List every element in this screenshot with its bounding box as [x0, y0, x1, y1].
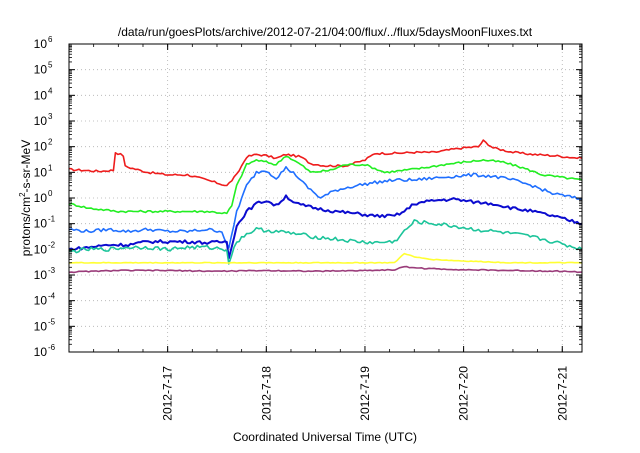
svg-text:protons/cm2-s-sr-MeV: protons/cm2-s-sr-MeV: [18, 140, 33, 256]
y-tick-label: 10: [34, 191, 48, 205]
y-tick-exponent: 2: [48, 138, 53, 147]
y-tick-label: 10: [34, 268, 48, 282]
y-tick-label: 10: [34, 114, 48, 128]
y-tick-exponent: 1: [48, 163, 53, 172]
y-tick-label: 10: [34, 165, 48, 179]
y-axis-label-rest: -s-sr-MeV: [19, 140, 33, 193]
series-line: [68, 219, 583, 265]
series-line: [68, 139, 583, 187]
y-tick-exponent: -4: [48, 292, 56, 301]
y-tick-label: 10: [34, 63, 48, 77]
y-tick-exponent: -3: [48, 266, 56, 275]
series-line: [68, 194, 583, 260]
y-tick-exponent: -2: [48, 240, 56, 249]
y-tick-exponent: 0: [48, 189, 53, 198]
y-tick-exponent: 5: [48, 61, 53, 70]
y-axis-label: protons/cm2-s-sr-MeV: [18, 140, 33, 256]
series-line: [68, 252, 583, 264]
x-tick-label: 2012-7-17: [161, 366, 175, 421]
x-tick-label: 2012-7-19: [358, 366, 372, 421]
series-line: [68, 155, 583, 215]
x-tick-label: 2012-7-18: [259, 366, 273, 421]
y-tick-label: 10: [34, 37, 48, 51]
y-tick-label: 10: [34, 217, 48, 231]
y-tick-exponent: -6: [48, 343, 56, 352]
ticks: 10 -610 -510 -410 -310 -210 -110 010 110 210 310 41…: [34, 35, 582, 421]
x-axis-label: Coordinated Universal Time (UTC): [233, 430, 417, 444]
y-tick-label: 10: [34, 242, 48, 256]
y-axis-label-base: protons/cm: [19, 197, 33, 256]
y-tick-exponent: 6: [48, 35, 53, 44]
series-line: [68, 166, 583, 249]
series-line: [68, 265, 583, 274]
y-tick-exponent: 3: [48, 112, 53, 121]
x-tick-label: 2012-7-21: [555, 366, 569, 421]
y-tick-exponent: -1: [48, 215, 56, 224]
y-tick-label: 10: [34, 319, 48, 333]
y-tick-label: 10: [34, 345, 48, 359]
series-group: [68, 139, 583, 274]
x-tick-label: 2012-7-20: [457, 366, 471, 421]
grid: [69, 44, 582, 352]
y-tick-label: 10: [34, 294, 48, 308]
y-axis-label-sup: 2: [18, 192, 27, 197]
chart-title: /data/run/goesPlots/archive/2012-07-21/0…: [118, 25, 533, 39]
y-tick-label: 10: [34, 88, 48, 102]
y-tick-exponent: 4: [48, 86, 53, 95]
y-tick-label: 10: [34, 140, 48, 154]
y-tick-exponent: -5: [48, 317, 56, 326]
